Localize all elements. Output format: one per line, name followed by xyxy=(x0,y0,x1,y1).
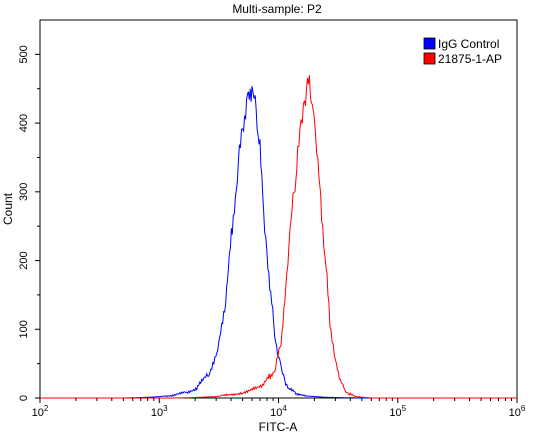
y-tick-label: 0 xyxy=(18,395,30,401)
legend-label: IgG Control xyxy=(438,37,499,51)
x-tick-label: 102 xyxy=(32,404,49,419)
y-tick-label: 400 xyxy=(18,114,30,132)
y-axis-label: Count xyxy=(1,192,15,225)
x-tick-label: 106 xyxy=(509,404,526,419)
x-tick-label: 103 xyxy=(151,404,168,419)
legend-label: 21875-1-AP xyxy=(438,52,502,66)
y-tick-label: 200 xyxy=(18,251,30,269)
x-tick-label: 105 xyxy=(389,404,406,419)
plot-frame xyxy=(39,19,518,399)
y-tick-label: 300 xyxy=(18,183,30,201)
chart-title: Multi-sample: P2 xyxy=(232,2,322,16)
x-axis-ticks: 102 103 104 105 106 xyxy=(32,398,526,419)
y-tick-label: 100 xyxy=(18,320,30,338)
x-axis-label: FITC-A xyxy=(259,420,298,434)
y-axis-ticks: 0 100 200 300 400 500 xyxy=(18,45,40,401)
series-layer xyxy=(40,75,517,399)
series-line-2 xyxy=(40,75,517,399)
y-tick-label: 500 xyxy=(18,45,30,63)
x-tick-label: 104 xyxy=(270,404,287,419)
legend-swatch xyxy=(423,37,436,50)
legend-swatch xyxy=(423,52,436,65)
